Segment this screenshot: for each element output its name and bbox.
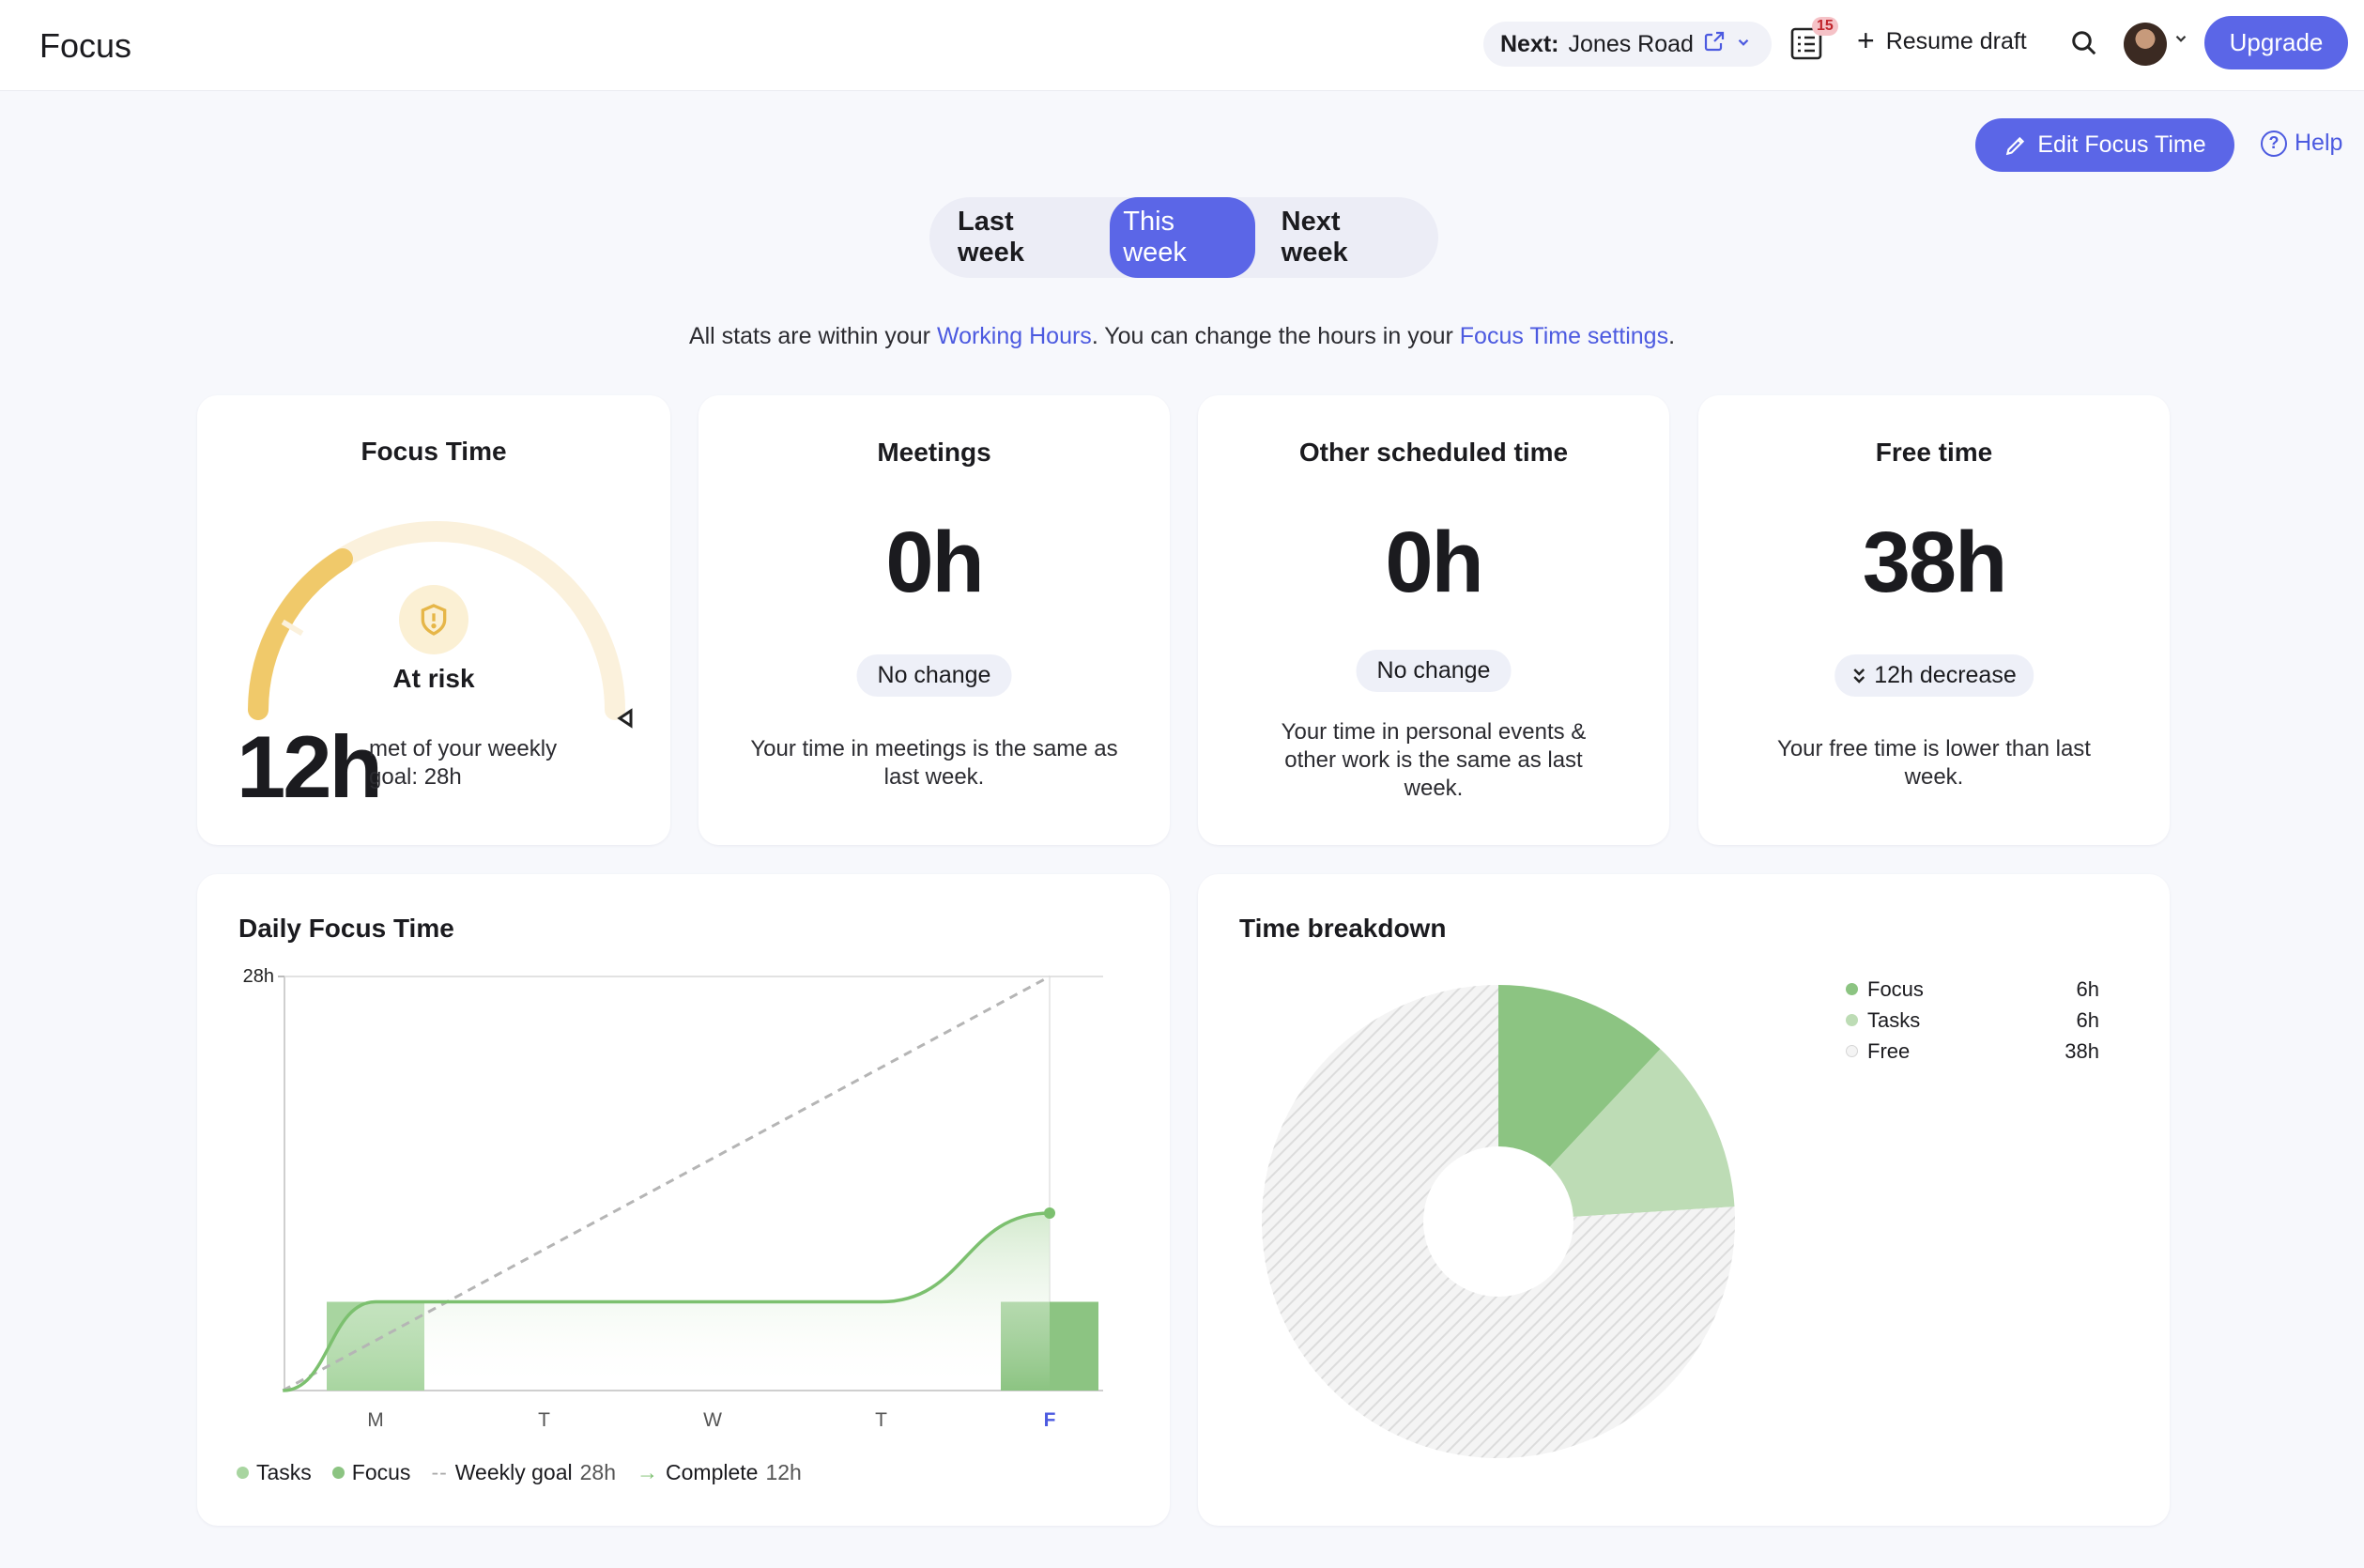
daily-legend: Tasks Focus -- Weekly goal 28h → Complete 12…: [237, 1460, 802, 1485]
legend-tasks: Tasks: [237, 1460, 312, 1485]
complete-end-point: [1044, 1207, 1055, 1219]
x-tick-label-0: M: [367, 1409, 384, 1431]
focus-gauge: [235, 508, 638, 738]
meetings-card: Meetings 0h No change Your time in meeti…: [698, 395, 1170, 845]
free-time-desc: Your free time is lower than last week.: [1777, 736, 2091, 790]
double-chevron-down-icon: [1853, 668, 1865, 684]
help-icon: ?: [2261, 130, 2287, 157]
help-label: Help: [2295, 130, 2343, 156]
help-link[interactable]: ? Help: [2261, 130, 2342, 157]
other-scheduled-card: Other scheduled time 0h No change Your t…: [1198, 395, 1669, 845]
avatar[interactable]: [2124, 23, 2167, 66]
edit-focus-time-label: Edit Focus Time: [2037, 131, 2206, 158]
focus-time-card: Focus Time At risk 12h met of your weekl…: [197, 395, 670, 845]
x-tick-label-2: W: [703, 1409, 722, 1431]
meetings-value: 0h: [885, 515, 984, 610]
shield-alert-icon: [399, 585, 468, 654]
breakdown-legend: Focus 6h Tasks 6h Free 38h: [1846, 974, 2099, 1067]
time-breakdown-card: Time breakdown Focus 6h Tasks 6h Free 38h: [1198, 874, 2170, 1526]
legend-item-tasks: Tasks 6h: [1846, 1005, 2099, 1036]
top-bar: Focus Next: Jones Road 15 + Resume draft…: [0, 0, 2364, 91]
tab-next-week[interactable]: Next week: [1281, 207, 1348, 268]
free-time-value: 38h: [1862, 515, 2008, 610]
focus-time-value: 12h: [237, 717, 383, 816]
legend-item-focus: Focus 6h: [1846, 974, 2099, 1005]
meetings-title: Meetings: [877, 438, 991, 467]
other-scheduled-desc: Your time in personal events & other wor…: [1281, 719, 1587, 801]
resume-draft-label: Resume draft: [1885, 28, 2027, 54]
note-text-2: . You can change the hours in your: [1091, 323, 1460, 349]
next-label: Next:: [1500, 30, 1559, 57]
plus-icon: +: [1857, 23, 1875, 57]
working-hours-link[interactable]: Working Hours: [936, 323, 1092, 349]
time-breakdown-pie: [1262, 985, 1735, 1458]
note-text-3: .: [1668, 323, 1676, 349]
tab-last-week[interactable]: Last week: [958, 207, 1024, 268]
free-change-chip: 12h decrease: [1834, 654, 2034, 697]
stats-note: All stats are within your Working Hours.…: [0, 323, 2364, 350]
legend-focus: Focus: [331, 1460, 410, 1485]
meetings-desc: Your time in meetings is the same as las…: [750, 736, 1118, 790]
account-chevron-down-icon[interactable]: [2172, 28, 2189, 53]
week-switcher: Last week This week Next week: [929, 197, 1438, 278]
pencil-icon: [2006, 136, 2025, 155]
other-change-chip: No change: [1356, 650, 1512, 692]
other-scheduled-value: 0h: [1385, 515, 1483, 610]
app-title: Focus: [39, 26, 132, 65]
free-time-title: Free time: [1875, 438, 1993, 467]
complete-line: [283, 1211, 1051, 1392]
legend-complete: → Complete 12h: [637, 1460, 802, 1484]
daily-focus-title: Daily Focus Time: [238, 914, 454, 943]
calendar-list-icon[interactable]: [1786, 23, 1827, 64]
time-breakdown-title: Time breakdown: [1239, 914, 1447, 943]
free-time-card: Free time 38h 12h decrease Your free tim…: [1698, 395, 2170, 845]
note-text-1: All stats are within your: [688, 323, 937, 349]
y-tick-label: 28h: [243, 966, 274, 987]
weekly-goal-line: [282, 975, 1051, 1392]
next-event-name: Jones Road: [1568, 30, 1694, 57]
resume-draft-button[interactable]: + Resume draft: [1857, 23, 2027, 57]
x-tick-label-4: F: [1044, 1409, 1056, 1431]
next-event-selector[interactable]: Next: Jones Road: [1483, 22, 1772, 67]
tab-this-week[interactable]: This week: [1110, 197, 1255, 278]
meetings-change-chip: No change: [856, 654, 1012, 697]
focus-time-settings-link[interactable]: Focus Time settings: [1459, 323, 1669, 349]
upgrade-button[interactable]: Upgrade: [2204, 16, 2348, 69]
focus-status: At risk: [392, 664, 475, 693]
daily-focus-card: Daily Focus Time 28h M T W T F Tasks Focus -…: [197, 874, 1170, 1526]
daily-focus-chart: 28h M T W T F: [243, 966, 1103, 1431]
calendar-badge: 15: [1812, 17, 1838, 36]
x-tick-label-3: T: [875, 1409, 887, 1431]
legend-item-free: Free 38h: [1846, 1036, 2099, 1067]
edit-focus-time-button[interactable]: Edit Focus Time: [1975, 118, 2234, 172]
other-scheduled-title: Other scheduled time: [1298, 438, 1569, 467]
search-icon[interactable]: [2065, 24, 2103, 62]
focus-time-title: Focus Time: [361, 437, 507, 466]
x-tick-label-1: T: [538, 1409, 550, 1431]
chevron-down-icon[interactable]: [1735, 31, 1752, 57]
free-change-label: 12h decrease: [1874, 662, 2017, 688]
focus-goal-text: met of your weekly goal: 28h: [369, 736, 558, 790]
legend-weekly-goal: -- Weekly goal 28h: [431, 1460, 617, 1484]
external-link-icon[interactable]: [1703, 30, 1726, 59]
